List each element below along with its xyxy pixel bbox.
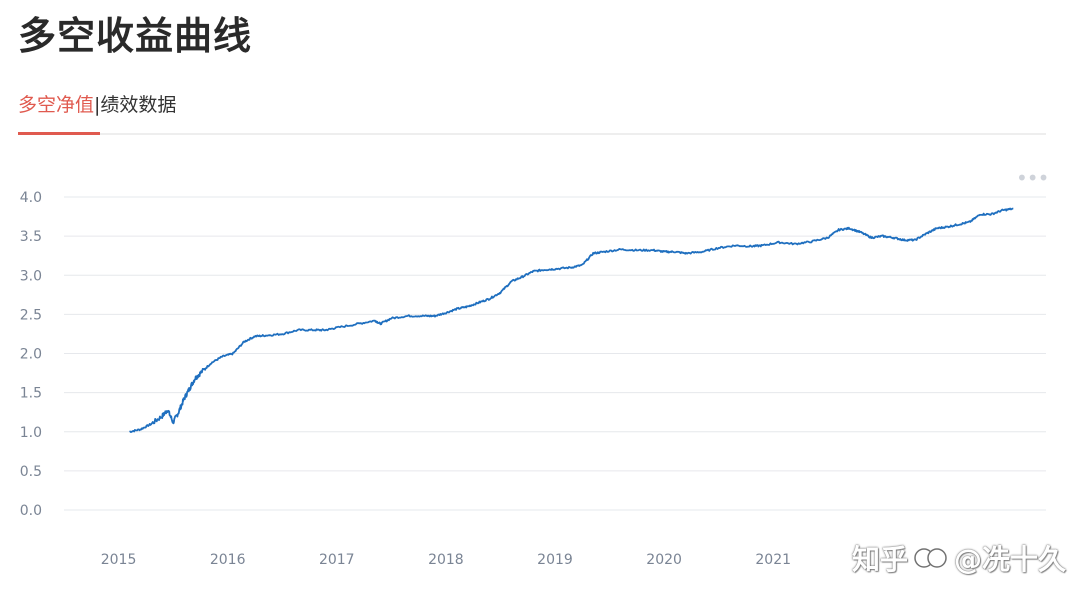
active-tab-indicator [18,132,100,135]
x-tick-label: 2015 [101,552,137,568]
watermark-logo-icon [914,548,947,568]
x-tick-label: 2017 [319,552,355,568]
x-tick-label: 2016 [210,552,246,568]
watermark-right-text: @冼十久 [954,543,1067,576]
tab-performance-data[interactable]: 绩效数据 [100,94,177,116]
x-tick-label: 2018 [428,552,464,568]
page-title: 多空收益曲线 [18,14,253,58]
y-tick-label: 0.5 [20,464,42,480]
y-tick-label: 0.0 [20,503,42,519]
y-tick-label: 3.0 [20,268,42,284]
tab-separator: | [94,94,101,116]
x-tick-label: 2020 [646,552,682,568]
series-line-0 [129,207,1014,434]
y-tick-label: 3.5 [20,229,42,245]
watermark-left-text: 知乎 [852,543,909,576]
y-tick-label: 1.0 [20,425,42,441]
y-tick-label: 1.5 [20,386,42,402]
y-tick-label: 2.0 [20,347,42,363]
x-tick-label: 2019 [537,552,573,568]
tab-long-short-nav[interactable]: 多空净值 [18,94,95,116]
y-tick-label: 2.5 [20,307,42,323]
tab-divider [18,133,1046,135]
tab-bar: 多空净值|绩效数据 [18,90,176,120]
watermark: 知乎 @冼十久 [852,536,1066,580]
x-tick-label: 2021 [755,552,791,568]
y-tick-label: 4.0 [20,190,42,206]
